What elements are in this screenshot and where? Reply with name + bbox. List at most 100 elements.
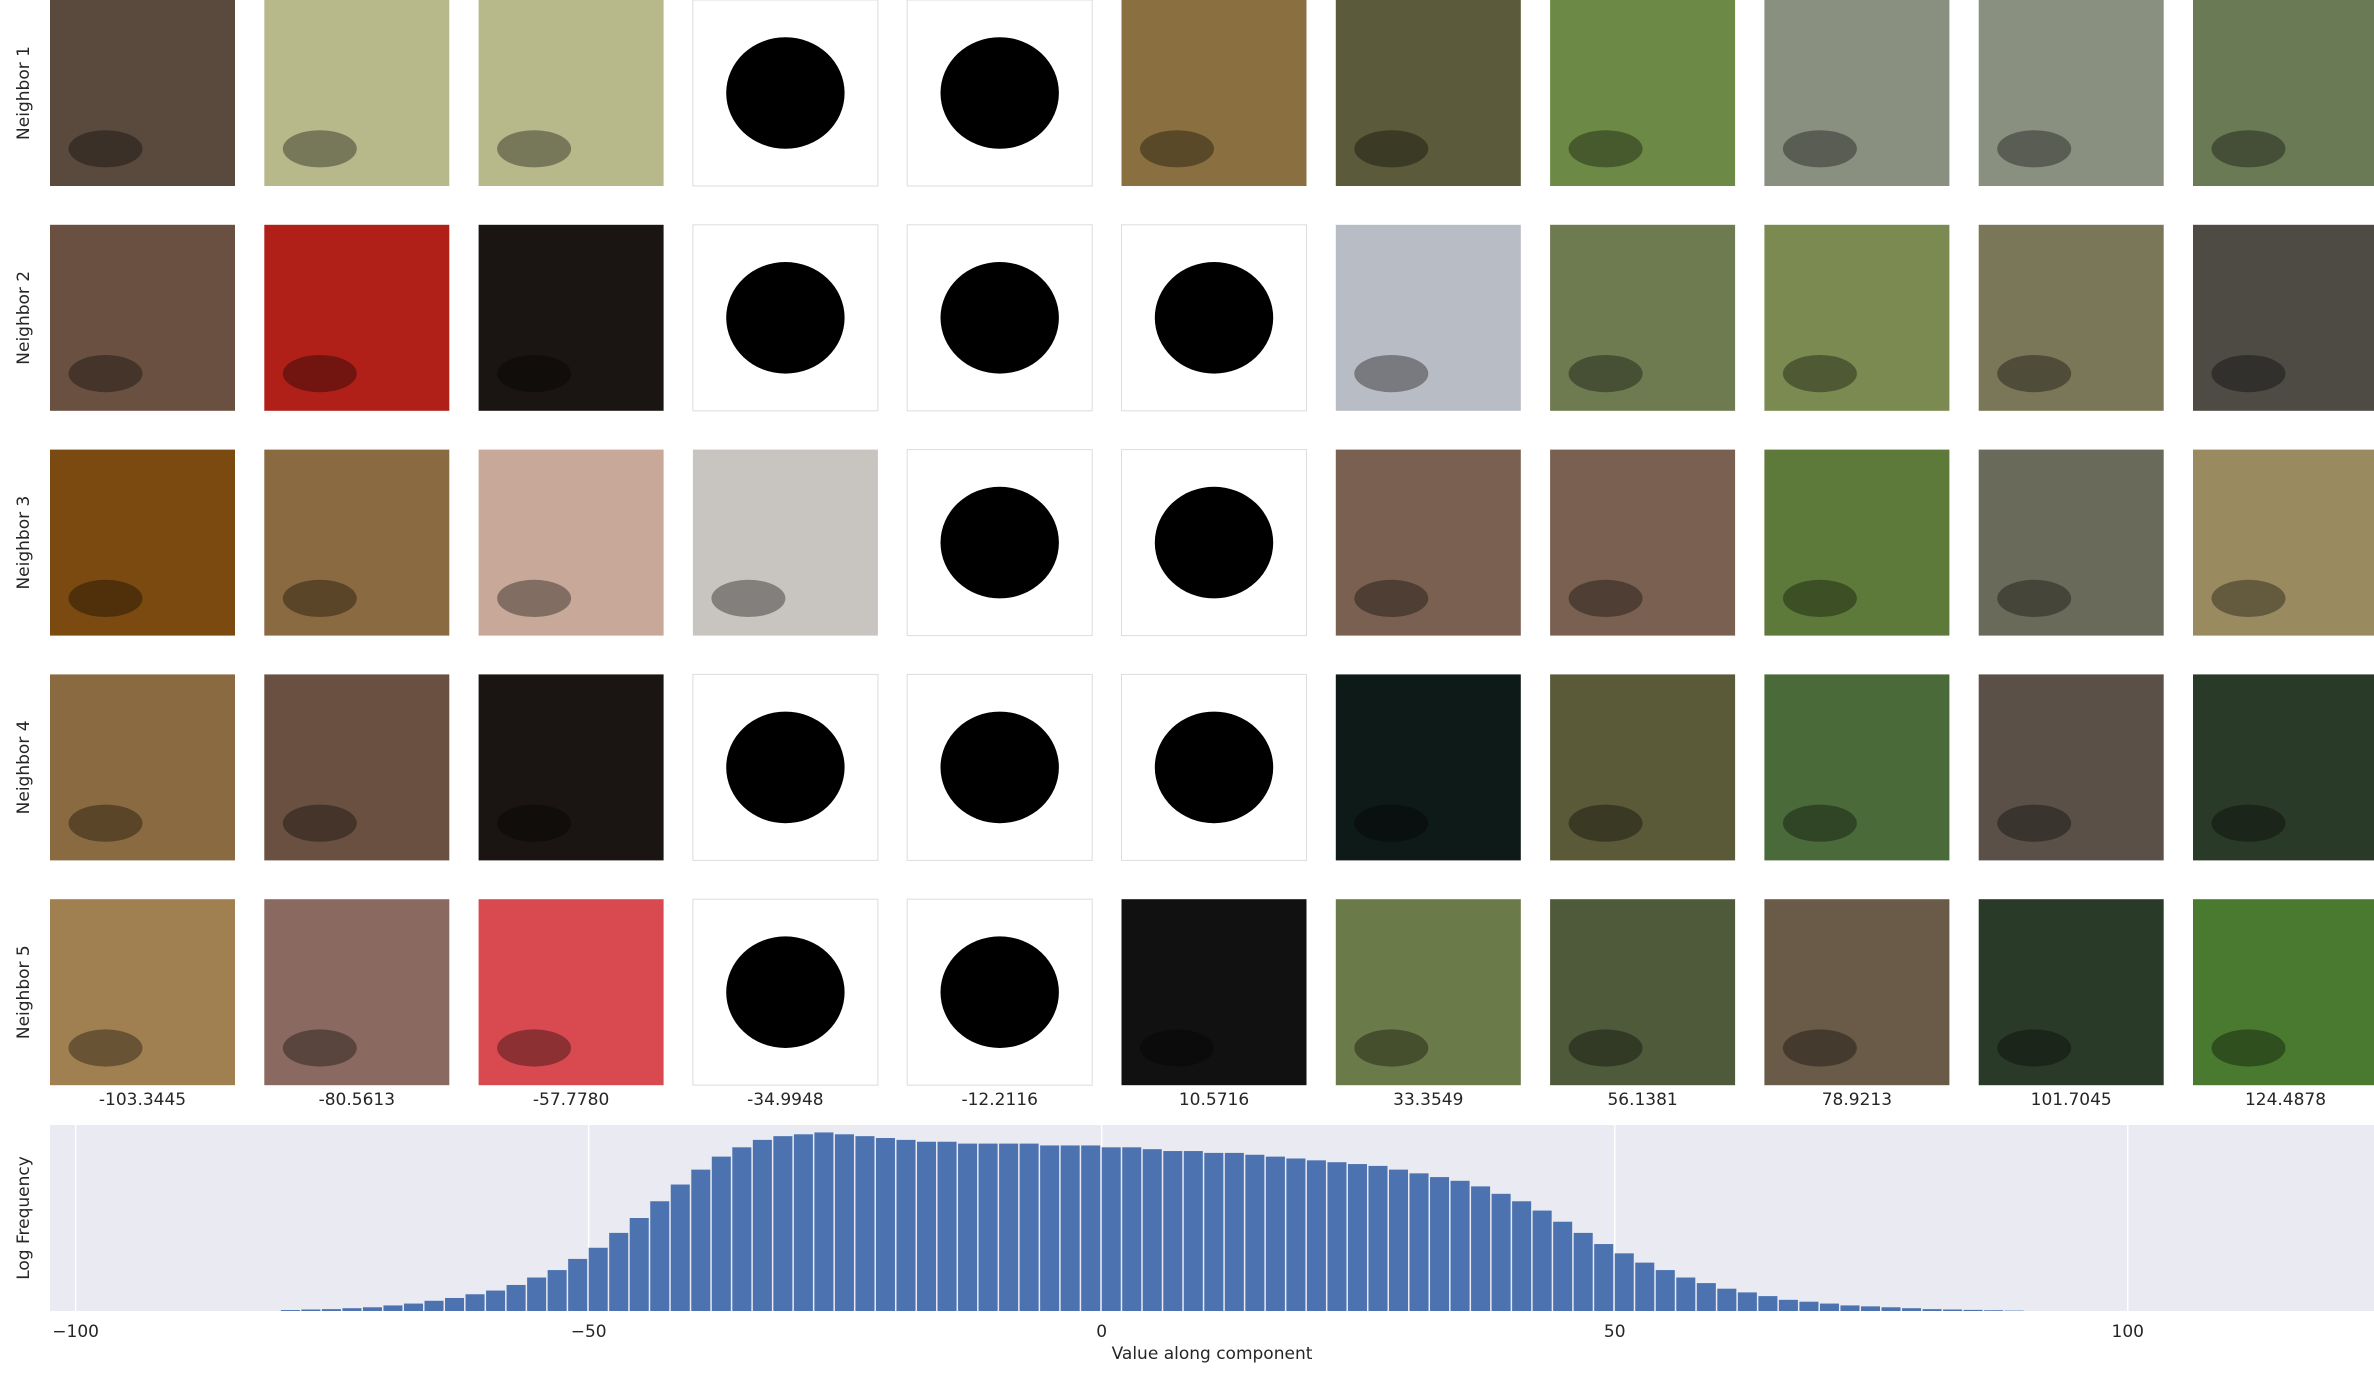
thumbnail-detail: [1354, 579, 1429, 618]
column-label: 101.7045: [2031, 1090, 2112, 1110]
thumbnail-detail: [2211, 1029, 2286, 1067]
thumbnail-detail: [1140, 1029, 1214, 1067]
thumbnail-blob: [726, 37, 845, 149]
bar: [1553, 1221, 1573, 1311]
row-label: Neighbor 5: [14, 945, 34, 1039]
thumbnail: [2193, 224, 2374, 411]
thumbnail-detail: [1782, 355, 1857, 393]
thumbnail-blob: [726, 262, 845, 374]
column-label: 78.9213: [1822, 1090, 1892, 1110]
thumbnail: [478, 224, 664, 411]
thumbnail: [478, 449, 664, 636]
bar: [1737, 1292, 1757, 1311]
bar: [1676, 1277, 1696, 1311]
bar: [1060, 1145, 1080, 1311]
bar: [1799, 1301, 1819, 1311]
bar: [280, 1310, 300, 1311]
thumbnail-detail: [1997, 1029, 2072, 1067]
bar: [1245, 1154, 1265, 1311]
thumbnail-detail: [68, 130, 143, 168]
column-label: -12.2116: [961, 1090, 1037, 1110]
column-label: -103.3445: [99, 1090, 186, 1110]
thumbnail: [264, 449, 450, 636]
y-axis-label: Log Frequency: [14, 1156, 34, 1280]
thumbnail: [1335, 0, 1521, 186]
thumbnail: [1550, 449, 1736, 636]
bar: [1286, 1158, 1306, 1311]
bar: [1881, 1307, 1901, 1311]
x-tick-label: 100: [2112, 1322, 2144, 1342]
thumbnail: [1550, 899, 1736, 1086]
bar: [1902, 1308, 1922, 1311]
thumbnail-detail: [497, 804, 572, 842]
bar: [978, 1143, 998, 1311]
thumbnail: [1764, 674, 1950, 861]
bar: [1019, 1143, 1039, 1311]
thumbnail-detail: [1354, 130, 1429, 168]
thumbnail-detail: [1568, 355, 1643, 393]
thumbnail-detail: [1997, 355, 2072, 393]
column-label: 33.3549: [1393, 1090, 1463, 1110]
thumbnail-detail: [1140, 130, 1214, 168]
bar: [1471, 1186, 1491, 1311]
bar: [1224, 1152, 1244, 1311]
thumbnail-detail: [2211, 355, 2286, 393]
thumbnail: [1335, 449, 1521, 636]
thumbnail-detail: [1997, 804, 2072, 842]
thumbnail-blob: [726, 936, 845, 1048]
bar: [773, 1136, 793, 1311]
bar: [527, 1277, 547, 1311]
bar: [1430, 1177, 1450, 1311]
thumbnail-detail: [1997, 579, 2072, 618]
bar: [1758, 1296, 1778, 1311]
thumbnail-detail: [711, 579, 786, 618]
column-label: -80.5613: [319, 1090, 395, 1110]
thumbnail: [1764, 224, 1950, 411]
thumbnail-blob: [940, 262, 1059, 374]
bar: [1388, 1169, 1409, 1311]
bar: [1532, 1210, 1552, 1311]
bar: [1327, 1162, 1347, 1311]
column-label: 56.1381: [1607, 1090, 1677, 1110]
bar: [1922, 1309, 1942, 1311]
thumbnail: [478, 674, 664, 861]
bar: [999, 1143, 1019, 1311]
thumbnail: [1121, 0, 1307, 186]
bar: [752, 1139, 772, 1311]
bar: [875, 1138, 895, 1311]
bar: [958, 1143, 978, 1311]
bar: [1081, 1145, 1101, 1311]
bar: [321, 1309, 341, 1311]
bar: [1122, 1147, 1142, 1311]
x-axis-label: Value along component: [1112, 1344, 1313, 1364]
x-tick-label: 50: [1604, 1322, 1626, 1342]
bar: [1696, 1283, 1716, 1311]
thumbnail: [50, 224, 235, 411]
thumbnail-grid: [50, 0, 2374, 1086]
thumbnail: [2193, 0, 2374, 186]
thumbnail-detail: [497, 355, 572, 393]
thumbnail: [1550, 674, 1736, 861]
thumbnail-detail: [282, 579, 357, 618]
histogram: [74, 1125, 2129, 1311]
thumbnail-blob: [940, 936, 1059, 1048]
thumbnail-blob: [1154, 711, 1274, 824]
bar: [711, 1156, 731, 1311]
thumbnail-detail: [497, 1029, 572, 1067]
bar: [1265, 1156, 1285, 1311]
thumbnail: [1978, 449, 2164, 636]
bar: [1347, 1164, 1367, 1311]
bar: [814, 1132, 834, 1311]
thumbnail: [478, 0, 664, 186]
column-label: -57.7780: [533, 1090, 609, 1110]
thumbnail: [2193, 449, 2374, 636]
thumbnail: [1978, 224, 2164, 411]
thumbnail-detail: [1568, 1029, 1643, 1067]
row-label: Neighbor 1: [14, 46, 34, 140]
row-label: Neighbor 2: [14, 271, 34, 365]
bar: [1040, 1145, 1060, 1311]
thumbnail: [692, 449, 878, 636]
thumbnail: [1764, 899, 1950, 1086]
thumbnail: [2193, 899, 2374, 1086]
